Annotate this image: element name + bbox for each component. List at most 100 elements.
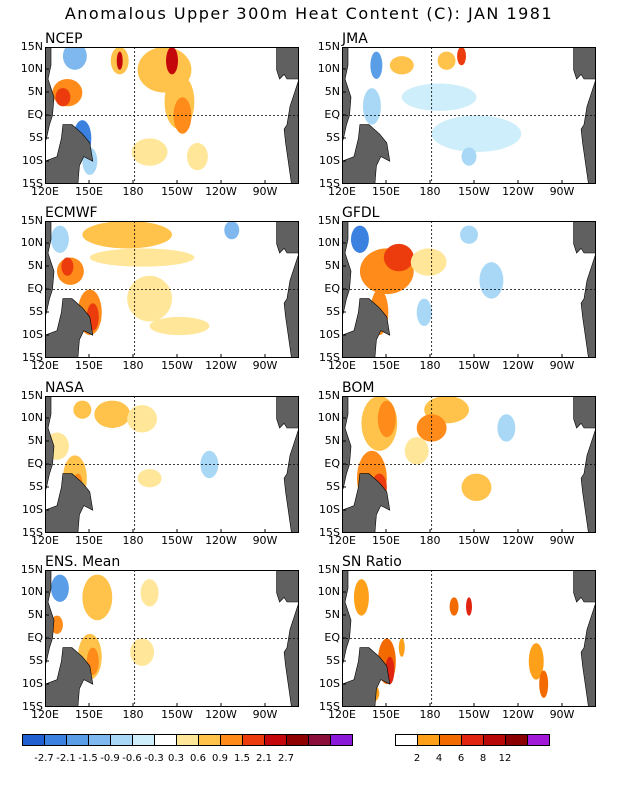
colorbar-sn-ratio-label: 2 — [413, 753, 421, 764]
colorbar-anomaly-swatch — [242, 734, 265, 746]
colorbar-anomaly-swatch — [220, 734, 243, 746]
map-frame — [342, 570, 596, 707]
colorbar-anomaly-label: 1.5 — [234, 753, 250, 764]
colorbar-anomaly-label: -0.9 — [100, 753, 120, 764]
anomaly-contour — [539, 670, 549, 698]
map-plot — [45, 47, 299, 184]
map-panel-gfdl: GFDL 15N 10N 5N EQ 5S 10S 15S 120E 150E 180 150W 120… — [318, 205, 596, 372]
panel-title: BOM — [342, 380, 375, 396]
lon-tick-label: 90W — [549, 359, 575, 372]
land-mass — [342, 473, 391, 533]
anomaly-contour — [416, 414, 447, 442]
lat-tick-label: EQ — [324, 631, 340, 644]
map-panel-ncep: NCEP 15N 10N 5N EQ 5S 10S 15S 120E 150E 180 150W 120… — [21, 31, 299, 198]
colorbar-sn-ratio-swatch — [417, 734, 440, 746]
lat-tick-label: 10N — [20, 236, 43, 249]
lon-tick-label: 150W — [161, 708, 193, 721]
anomaly-contour — [140, 579, 159, 607]
lat-tick-label: 10N — [317, 585, 340, 598]
lat-tick-label: 15N — [317, 40, 340, 53]
anomaly-contour — [398, 638, 405, 657]
lon-tick-label: 120W — [205, 708, 237, 721]
map-panel-bom: BOM 15N 10N 5N EQ 5S 10S 15S 120E 150E 180 150W 120W… — [318, 380, 596, 547]
lat-tick-label: 15N — [20, 40, 43, 53]
colorbar-anomaly-label: 2.1 — [256, 753, 272, 764]
anomaly-contour — [461, 147, 477, 166]
land-mass — [45, 396, 55, 492]
lat-tick-label: EQ — [324, 282, 340, 295]
lon-tick-label: 120W — [502, 359, 534, 372]
lat-tick-label: 15N — [20, 563, 43, 576]
lat-tick-label: 10S — [319, 677, 340, 690]
colorbar-anomaly-swatch — [44, 734, 67, 746]
land-mass — [45, 124, 94, 184]
anomaly-contour — [131, 138, 168, 166]
anomaly-contour — [410, 248, 447, 276]
colorbar-sn-ratio-label: 8 — [479, 753, 487, 764]
anomaly-contour — [62, 47, 87, 70]
lat-tick-label: 5N — [324, 259, 340, 272]
land-mass — [580, 427, 596, 533]
lon-tick-label: 150E — [75, 185, 103, 198]
colorbar-sn-ratio-swatch — [527, 734, 550, 746]
colorbar-sn-ratio-swatch — [483, 734, 506, 746]
anomaly-contour — [94, 400, 131, 428]
land-mass — [342, 396, 352, 492]
lon-tick-label: 120W — [502, 534, 534, 547]
colorbar-anomaly-swatch — [154, 734, 177, 746]
lat-tick-label: 15S — [22, 177, 43, 190]
anomaly-contour — [404, 437, 429, 465]
map-panel-ens-mean: ENS. Mean 15N 10N 5N EQ 5S 10S 15S 120E 150E 180 15… — [21, 554, 299, 721]
lat-tick-label: 5N — [27, 85, 43, 98]
land-mass — [342, 570, 352, 666]
anomaly-contour — [362, 88, 381, 125]
anomaly-contour — [127, 405, 158, 433]
lat-tick-label: 15N — [317, 214, 340, 227]
lat-tick-label: 5S — [326, 480, 340, 493]
lon-tick-label: 150E — [372, 359, 400, 372]
panel-title: GFDL — [342, 205, 380, 221]
lon-tick-label: 90W — [252, 708, 278, 721]
lat-tick-label: 5N — [27, 608, 43, 621]
lon-tick-label: 120E — [328, 185, 356, 198]
lon-tick-label: 150E — [75, 534, 103, 547]
colorbar-anomaly-swatch — [110, 734, 133, 746]
land-mass — [283, 78, 299, 184]
lat-tick-label: 10N — [20, 62, 43, 75]
lon-tick-label: 180 — [419, 708, 441, 721]
anomaly-contour — [89, 248, 195, 267]
anomaly-contour — [457, 47, 467, 66]
anomaly-contour — [431, 115, 522, 153]
colorbar-anomaly-label: -2.7 — [34, 753, 54, 764]
colorbar-sn-ratio-swatch — [461, 734, 484, 746]
colorbar-anomaly-swatch — [308, 734, 331, 746]
land-mass — [342, 47, 352, 143]
lat-tick-label: 15S — [319, 177, 340, 190]
anomaly-contour — [61, 257, 74, 276]
lat-tick-label: EQ — [27, 108, 43, 121]
lat-tick-label: 5S — [29, 305, 43, 318]
lon-tick-label: 150E — [75, 708, 103, 721]
anomaly-contour — [50, 574, 69, 602]
lon-tick-label: 120W — [502, 185, 534, 198]
anomaly-contour — [116, 51, 123, 70]
lon-tick-label: 180 — [419, 534, 441, 547]
lon-tick-label: 180 — [419, 359, 441, 372]
colorbar-anomaly-label: 0.9 — [212, 753, 228, 764]
lon-tick-label: 120E — [31, 359, 59, 372]
figure-title: Anomalous Upper 300m Heat Content (C): J… — [64, 4, 554, 23]
anomaly-contour — [73, 400, 92, 419]
lat-tick-label: 10N — [317, 236, 340, 249]
lat-tick-label: 10N — [20, 411, 43, 424]
lon-tick-label: 120E — [31, 185, 59, 198]
colorbar-anomaly-swatch — [132, 734, 155, 746]
colorbar-anomaly-swatch — [286, 734, 309, 746]
lat-tick-label: 10N — [317, 411, 340, 424]
colorbar-anomaly-swatch — [198, 734, 221, 746]
colorbar-sn-ratio — [395, 734, 550, 746]
lat-tick-label: 10N — [317, 62, 340, 75]
lon-tick-label: 180 — [122, 534, 144, 547]
anomaly-contour — [416, 298, 432, 327]
lon-tick-label: 120E — [328, 534, 356, 547]
lat-tick-label: 15S — [22, 526, 43, 539]
